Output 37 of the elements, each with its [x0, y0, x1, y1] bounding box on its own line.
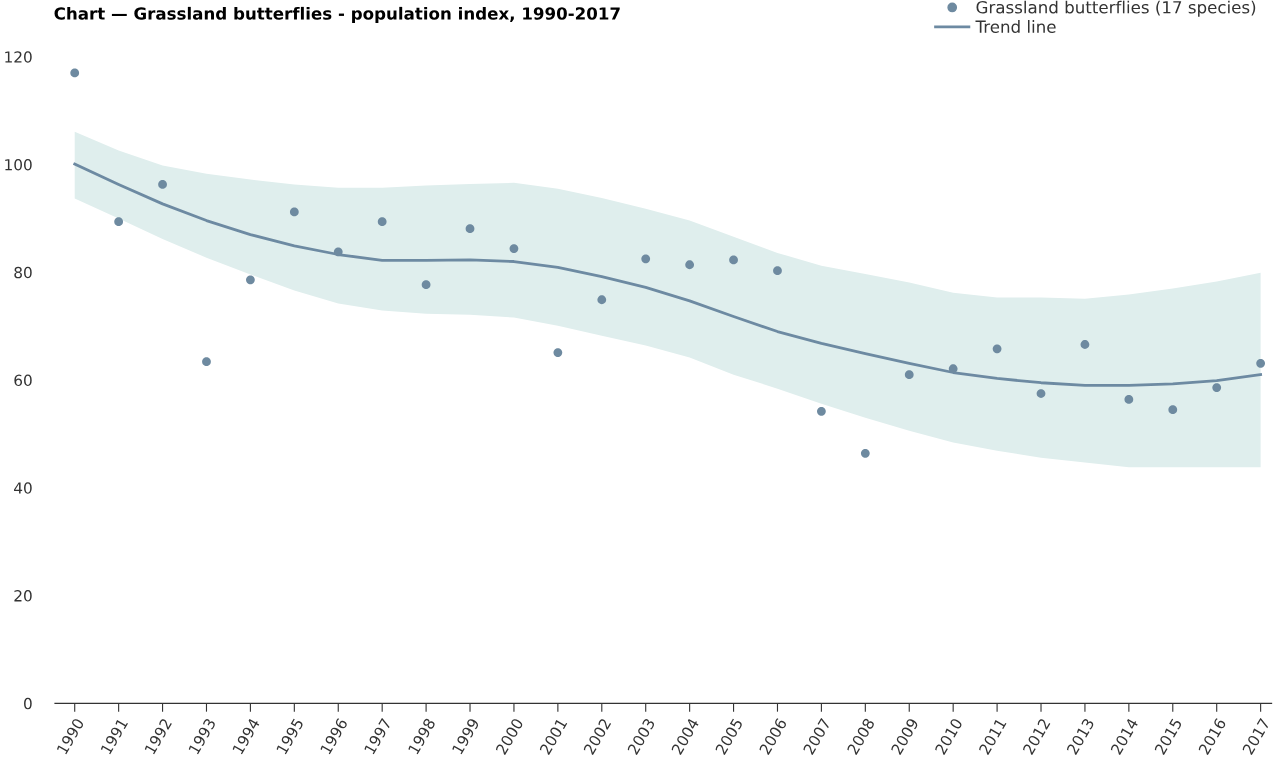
- point: [509, 244, 519, 253]
- point: [158, 180, 167, 189]
- y-tick-label: 80: [14, 266, 32, 279]
- point: [1036, 389, 1046, 398]
- point: [641, 254, 651, 264]
- point: [333, 247, 343, 257]
- point: [1212, 383, 1222, 392]
- point: [202, 357, 211, 367]
- point: [597, 295, 607, 305]
- point: [246, 275, 255, 285]
- point: [992, 344, 1002, 354]
- chart-title: Chart — Grassland butterflies - population index, 1990-2017: [54, 6, 620, 24]
- point: [114, 217, 124, 227]
- y-tick-label: 20: [14, 590, 32, 602]
- point: [1080, 340, 1090, 349]
- y-tick-label: 120: [5, 51, 32, 63]
- point: [685, 260, 695, 270]
- point: [465, 224, 475, 234]
- point: [729, 255, 738, 265]
- point: [817, 406, 826, 416]
- point: [553, 348, 563, 357]
- y-tick-label: 60: [14, 374, 32, 387]
- y-tick-label: 0: [24, 697, 32, 710]
- legend-label: Grassland butterflies (17 species): [976, 0, 1256, 17]
- y-tick-label: 100: [5, 158, 32, 171]
- legend-label: Trend line: [975, 20, 1056, 33]
- point: [860, 448, 870, 458]
- point: [904, 370, 914, 380]
- point: [1124, 395, 1134, 404]
- point: [377, 217, 387, 227]
- point: [289, 207, 299, 217]
- point: [1256, 358, 1266, 368]
- point: [1168, 405, 1178, 415]
- y-tick-label: 40: [14, 482, 32, 494]
- point: [421, 280, 431, 290]
- point: [773, 266, 782, 276]
- point: [70, 68, 80, 78]
